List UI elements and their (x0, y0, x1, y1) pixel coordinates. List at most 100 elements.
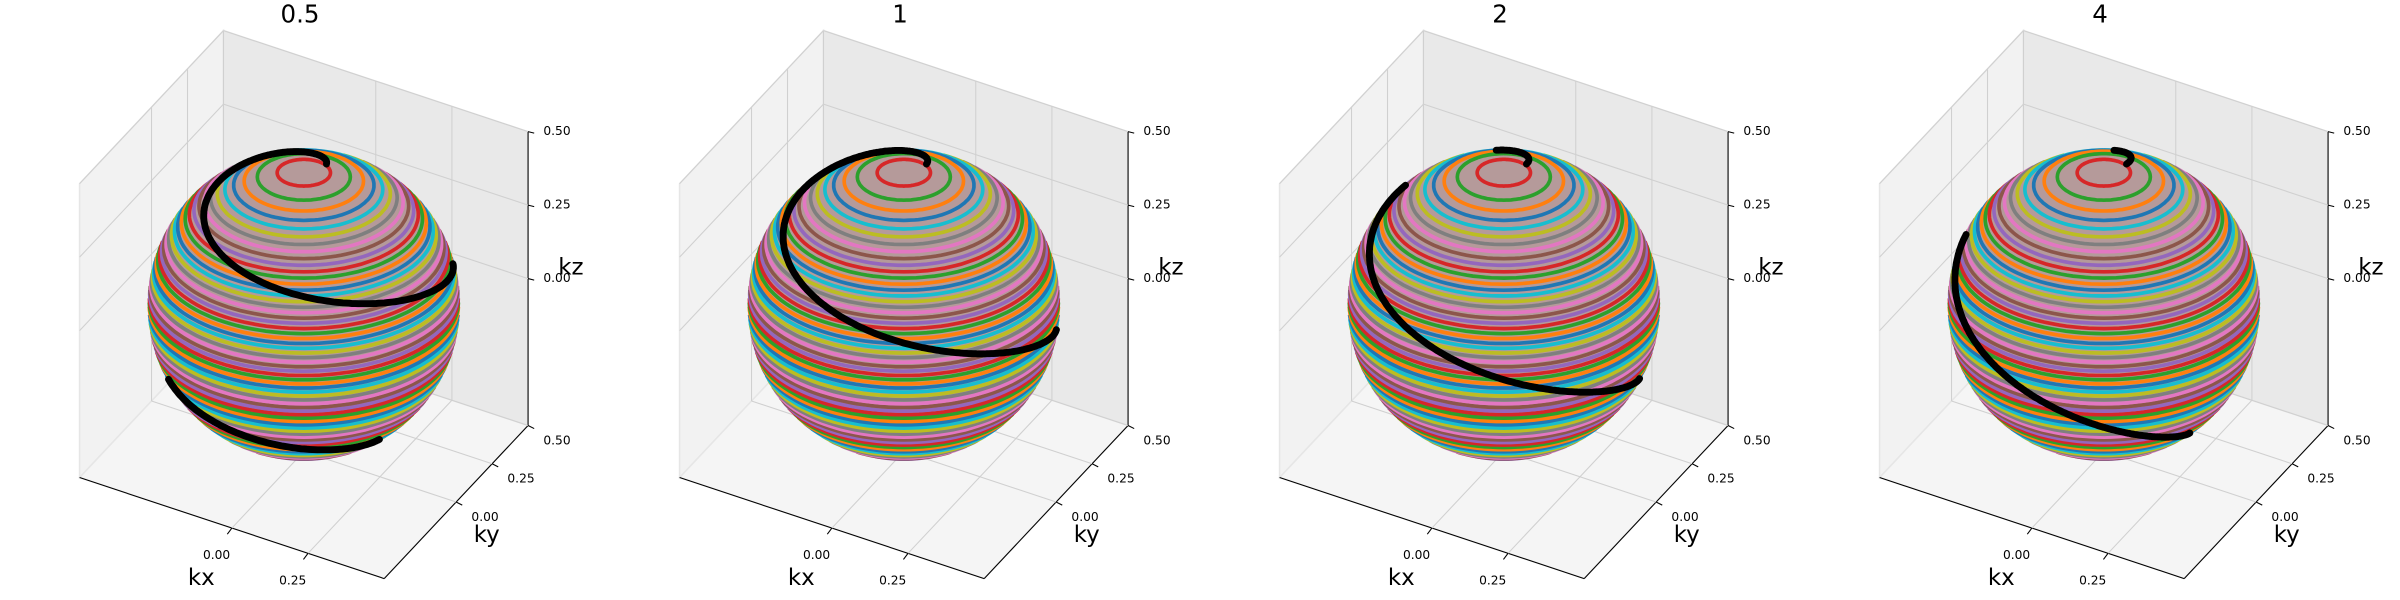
sphere-stripe (1354, 252, 1654, 341)
x-axis-label: kx (1988, 565, 2015, 591)
sphere-stripe (1372, 207, 1636, 298)
sphere-stripe (842, 149, 966, 213)
z-tick-label: 0.00 (1743, 271, 1770, 285)
sphere-stripe (1347, 306, 1661, 386)
sphere-stripe (2042, 149, 2166, 213)
tick-mark (1055, 501, 1063, 506)
sphere-stripe (792, 176, 1016, 268)
z-tick-label: 0.25 (1143, 198, 1170, 212)
sphere-stripe (1966, 378, 2241, 434)
sphere-stripe (166, 217, 441, 310)
sphere-stripe (1455, 151, 1553, 203)
z-axis-label: kz (1158, 254, 1183, 280)
grid-line (679, 103, 824, 258)
sphere-stripe (759, 362, 1049, 424)
sphere-stripe (242, 149, 366, 213)
sphere-stripe (154, 252, 454, 341)
sphere-stripe (1952, 256, 2255, 346)
sphere-stripe (781, 399, 1027, 445)
tick-mark (2026, 527, 2033, 535)
sphere-stripe (149, 330, 458, 402)
sphere-stripe (2023, 148, 2185, 231)
sphere-stripe (1442, 149, 1566, 213)
sphere-stripe (1969, 210, 2239, 304)
sphere-stripe (159, 233, 449, 326)
sphere-stripe (150, 269, 458, 355)
z-tick-label: 0.50 (2343, 124, 2370, 138)
sphere-stripe (1978, 396, 2229, 442)
sphere-stripe (1957, 240, 2250, 331)
sphere-stripe (1375, 200, 1632, 293)
sphere-stripe (747, 298, 1061, 378)
sphere-stripe (1947, 302, 2261, 382)
sphere-stripe (754, 351, 1053, 417)
tick-mark (1691, 463, 1699, 468)
x-axis-label: kx (788, 565, 815, 591)
sphere-stripe (766, 217, 1041, 310)
y-tick-label: 0.25 (507, 472, 534, 486)
sphere-stripe (1347, 298, 1661, 378)
sphere-stripe (147, 302, 461, 382)
sphere-stripe (157, 240, 450, 331)
sphere-stripe (1431, 148, 1576, 223)
sphere-stripe (773, 389, 1034, 439)
sphere-stripe (1348, 277, 1659, 365)
sphere-stripe (855, 151, 953, 203)
tick-mark (1127, 131, 1135, 134)
sphere-stripe (175, 200, 432, 293)
tick-mark (1127, 425, 1135, 430)
sphere-stripe (1348, 318, 1660, 394)
z-tick-label: 0.25 (2343, 198, 2370, 212)
tick-mark (455, 501, 463, 506)
subplot-title: 1 (892, 0, 908, 28)
y-tick-label: 0.00 (471, 510, 498, 524)
sphere-stripe (1348, 285, 1660, 369)
sphere-stripe (1361, 366, 1647, 427)
sphere-stripe (1371, 385, 1637, 437)
x-tick-label: 0.25 (1479, 573, 1506, 587)
sphere-stripe (1349, 273, 1658, 360)
grid-line (79, 30, 224, 185)
sphere-stripe (148, 285, 460, 369)
x-axis-label: kx (188, 565, 215, 591)
y-tick-label: 0.50 (543, 433, 570, 447)
grid-line (1423, 30, 1729, 133)
sphere-stripe (1950, 269, 2258, 355)
sphere-stripe (747, 314, 1060, 390)
tick-mark (1727, 204, 1735, 208)
sphere-stripe (161, 366, 447, 427)
tick-mark (1727, 278, 1735, 281)
sphere-stripe (751, 261, 1056, 351)
sphere-stripe (2015, 153, 2193, 239)
tick-mark (2327, 204, 2335, 208)
sphere-stripe (1981, 399, 2227, 445)
sphere-stripe (771, 385, 1037, 437)
trajectory (1365, 146, 1644, 396)
sphere-stripe (1392, 176, 1616, 268)
sphere-stripe (147, 298, 461, 378)
grid-line (1279, 30, 1424, 185)
sphere-stripe (1347, 289, 1660, 374)
sphere-stripe (150, 335, 458, 406)
x-axis-label: kx (1388, 565, 1415, 591)
sphere-stripe (149, 273, 458, 360)
sphere-stripe (1364, 374, 1643, 430)
tick-mark (303, 552, 309, 560)
tick-mark (1503, 552, 1509, 560)
sphere-stripe (187, 181, 421, 274)
sphere-stripe (161, 229, 446, 321)
sphere-stripe (1973, 389, 2234, 439)
sphere-stripe (1402, 165, 1606, 254)
y-tick-label: 0.25 (2307, 472, 2334, 486)
sphere-stripe (769, 210, 1039, 304)
tick-mark (2291, 463, 2299, 468)
z-tick-label: 0.50 (543, 124, 570, 138)
sphere-stripe (1992, 176, 2216, 268)
sphere-stripe (1397, 171, 1611, 261)
sphere-stripe (2055, 151, 2153, 203)
grid-line (1423, 103, 1729, 206)
sphere-stripe (1956, 355, 2252, 421)
tick-mark (2327, 425, 2335, 430)
tick-mark (2327, 278, 2335, 281)
